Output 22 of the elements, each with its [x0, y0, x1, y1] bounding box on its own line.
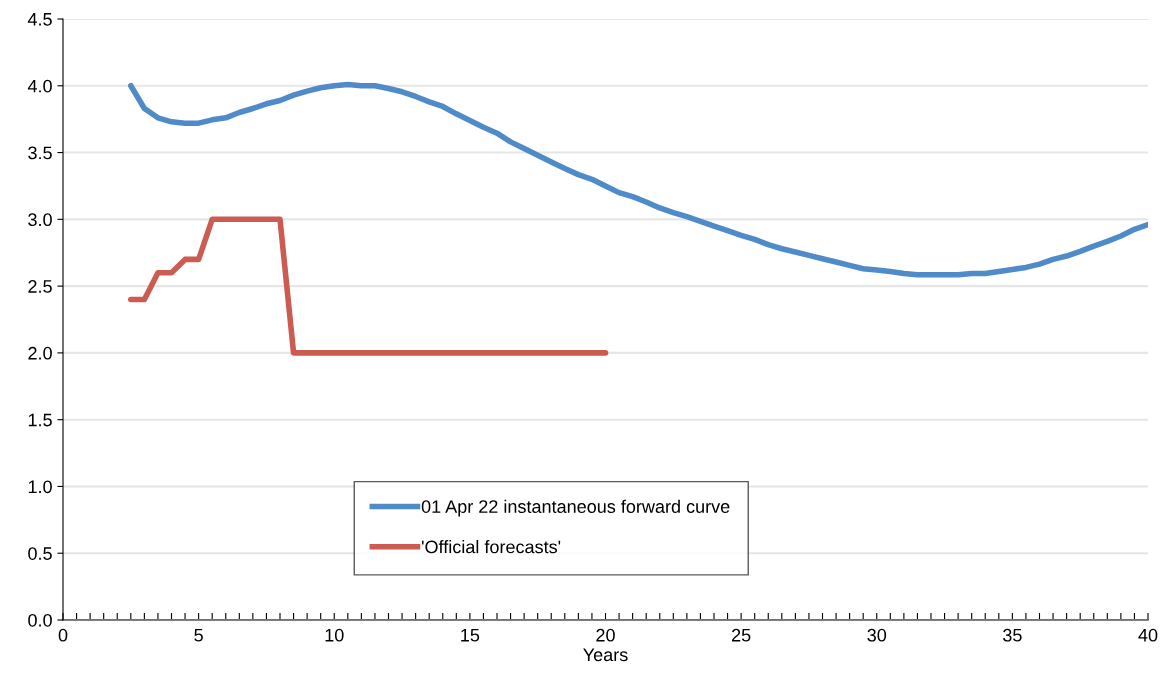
x-axis-title: Years: [583, 648, 628, 662]
x-tick-label: 25: [731, 628, 751, 642]
y-tick-label: 1.0: [28, 480, 52, 494]
legend-label: 01 Apr 22 instantaneous forward curve: [421, 499, 730, 517]
y-tick-label: 2.0: [28, 346, 52, 360]
y-tick-label: 1.5: [28, 413, 52, 427]
x-tick-label: 20: [596, 628, 615, 642]
y-tick-label: 4.0: [27, 79, 52, 93]
y-tick-label: 2.5: [28, 280, 52, 293]
y-tick-label: 0.5: [28, 547, 52, 560]
x-tick-label: 30: [867, 628, 887, 642]
x-tick-label: 5: [194, 629, 203, 642]
x-tick-label: 0: [58, 628, 68, 642]
y-tick-label: 0.0: [28, 613, 52, 627]
x-tick-label: 40: [1138, 628, 1158, 642]
x-tick-label: 35: [1003, 628, 1022, 642]
y-tick-label: 3.0: [28, 213, 52, 227]
y-tick-label: 4.5: [27, 13, 52, 26]
y-tick-label: 3.5: [28, 146, 52, 160]
legend-label: 'Official forecasts': [421, 540, 561, 554]
x-tick-label: 10: [325, 628, 344, 642]
x-tick-label: 15: [461, 629, 480, 642]
